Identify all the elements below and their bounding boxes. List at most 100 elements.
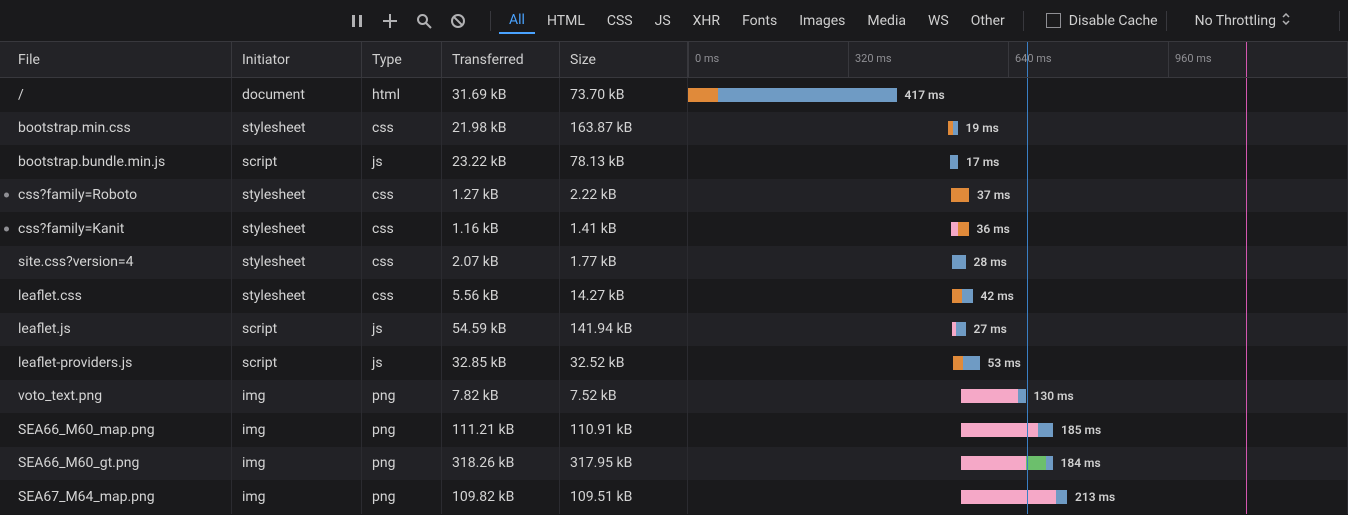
table-row[interactable]: /documenthtml31.69 kB73.70 kB417 ms — [0, 78, 1348, 112]
cell-size: 32.52 kB — [560, 346, 688, 380]
cell-transferred: 32.85 kB — [442, 346, 560, 380]
filter-tab-other[interactable]: Other — [961, 9, 1015, 33]
timeline-marker — [1246, 413, 1247, 447]
timeline-marker — [1027, 112, 1028, 146]
timing-segment — [1018, 389, 1026, 403]
col-header-size[interactable]: Size — [560, 42, 688, 77]
cell-size: 110.91 kB — [560, 413, 688, 447]
cell-type: js — [362, 346, 442, 380]
cell-type: html — [362, 78, 442, 112]
table-row[interactable]: bootstrap.min.cssstylesheetcss21.98 kB16… — [0, 112, 1348, 146]
filter-tab-images[interactable]: Images — [789, 9, 855, 33]
table-row[interactable]: leaflet.jsscriptjs54.59 kB141.94 kB27 ms — [0, 313, 1348, 347]
cell-type: js — [362, 313, 442, 347]
filter-tab-all[interactable]: All — [499, 8, 535, 34]
cell-size: 7.52 kB — [560, 380, 688, 414]
filter-tab-xhr[interactable]: XHR — [683, 9, 730, 33]
timeline-marker — [1246, 78, 1247, 112]
timing-label: 19 ms — [966, 121, 999, 135]
filter-tab-media[interactable]: Media — [857, 9, 916, 33]
cell-transferred: 1.27 kB — [442, 179, 560, 213]
cell-waterfall: 17 ms — [688, 145, 1348, 179]
table-row[interactable]: SEA66_M60_gt.pngimgpng318.26 kB317.95 kB… — [0, 447, 1348, 481]
cell-type: css — [362, 179, 442, 213]
cell-file: css?family=Kanit — [0, 212, 232, 246]
cell-initiator: stylesheet — [232, 246, 362, 280]
disable-cache-control[interactable]: Disable Cache — [1046, 13, 1158, 29]
pause-icon[interactable] — [350, 14, 364, 28]
table-row[interactable]: leaflet-providers.jsscriptjs32.85 kB32.5… — [0, 346, 1348, 380]
table-row[interactable]: bootstrap.bundle.min.jsscriptjs23.22 kB7… — [0, 145, 1348, 179]
cell-waterfall: 53 ms — [688, 346, 1348, 380]
timing-segment — [688, 88, 718, 102]
filter-tabs: AllHTMLCSSJSXHRFontsImagesMediaWSOther — [499, 8, 1015, 34]
timeline-marker — [1246, 179, 1247, 213]
timing-segment — [1026, 456, 1046, 470]
cell-waterfall: 213 ms — [688, 480, 1348, 514]
cell-waterfall: 184 ms — [688, 447, 1348, 481]
cell-type: png — [362, 380, 442, 414]
col-header-type[interactable]: Type — [362, 42, 442, 77]
timeline-marker — [1246, 145, 1247, 179]
timeline-marker — [1027, 279, 1028, 313]
table-row[interactable]: voto_text.pngimgpng7.82 kB7.52 kB130 ms — [0, 380, 1348, 414]
table-row[interactable]: leaflet.cssstylesheetcss5.56 kB14.27 kB4… — [0, 279, 1348, 313]
col-header-initiator[interactable]: Initiator — [232, 42, 362, 77]
cell-file: SEA67_M64_map.png — [0, 480, 232, 514]
cell-initiator: script — [232, 313, 362, 347]
cell-initiator: script — [232, 346, 362, 380]
filter-tab-html[interactable]: HTML — [537, 9, 595, 33]
cell-initiator: stylesheet — [232, 212, 362, 246]
table-row[interactable]: SEA67_M64_map.pngimgpng109.82 kB109.51 k… — [0, 480, 1348, 514]
network-toolbar: AllHTMLCSSJSXHRFontsImagesMediaWSOther D… — [0, 0, 1348, 42]
cell-initiator: stylesheet — [232, 179, 362, 213]
timing-label: 27 ms — [974, 322, 1007, 336]
filter-tab-css[interactable]: CSS — [597, 9, 643, 33]
timing-label: 417 ms — [905, 88, 945, 102]
cell-file: voto_text.png — [0, 380, 232, 414]
timeline-tick: 640 ms — [1008, 42, 1052, 77]
timeline-marker — [1027, 78, 1028, 112]
cell-size: 163.87 kB — [560, 112, 688, 146]
cell-size: 317.95 kB — [560, 447, 688, 481]
table-row[interactable]: SEA66_M60_map.pngimgpng111.21 kB110.91 k… — [0, 413, 1348, 447]
table-row[interactable]: site.css?version=4stylesheetcss2.07 kB1.… — [0, 246, 1348, 280]
separator — [1166, 11, 1167, 31]
cell-initiator: img — [232, 447, 362, 481]
timeline-marker — [1246, 380, 1247, 414]
timing-segment — [963, 356, 980, 370]
filter-tab-fonts[interactable]: Fonts — [732, 9, 787, 33]
cell-type: css — [362, 279, 442, 313]
timeline-marker — [1246, 42, 1247, 77]
block-icon[interactable] — [450, 13, 466, 29]
table-row[interactable]: css?family=Robotostylesheetcss1.27 kB2.2… — [0, 179, 1348, 213]
filter-tab-js[interactable]: JS — [645, 9, 681, 33]
cell-initiator: script — [232, 145, 362, 179]
timing-label: 130 ms — [1034, 389, 1074, 403]
cell-transferred: 5.56 kB — [442, 279, 560, 313]
timing-segment — [962, 289, 973, 303]
col-header-transferred[interactable]: Transferred — [442, 42, 560, 77]
sort-icon — [1282, 13, 1290, 29]
cell-file: / — [0, 78, 232, 112]
cell-transferred: 21.98 kB — [442, 112, 560, 146]
timing-segment — [1046, 456, 1053, 470]
cell-waterfall: 27 ms — [688, 313, 1348, 347]
col-header-waterfall[interactable]: 0 ms320 ms640 ms960 ms — [688, 42, 1348, 77]
timeline-marker — [1027, 179, 1028, 213]
checkbox-icon[interactable] — [1046, 13, 1061, 28]
throttling-select[interactable]: No Throttling — [1195, 13, 1300, 29]
filter-tab-ws[interactable]: WS — [918, 9, 959, 33]
cell-type: css — [362, 112, 442, 146]
timing-label: 37 ms — [977, 188, 1010, 202]
timeline-marker — [1027, 246, 1028, 280]
add-icon[interactable] — [382, 13, 398, 29]
timing-segment — [961, 389, 1019, 403]
col-header-file[interactable]: File — [0, 42, 232, 77]
cell-size: 2.22 kB — [560, 179, 688, 213]
status-dot-icon — [4, 226, 9, 231]
timing-segment — [718, 88, 897, 102]
cell-transferred: 23.22 kB — [442, 145, 560, 179]
search-icon[interactable] — [416, 13, 432, 29]
table-row[interactable]: css?family=Kanitstylesheetcss1.16 kB1.41… — [0, 212, 1348, 246]
